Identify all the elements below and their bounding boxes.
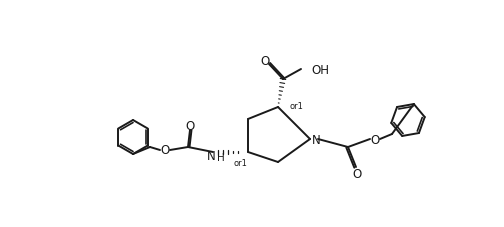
Text: H: H [217, 152, 225, 162]
Text: or1: or1 [233, 158, 247, 167]
Text: O: O [352, 167, 362, 180]
Text: OH: OH [311, 63, 329, 76]
Text: O: O [160, 144, 170, 157]
Text: or1: or1 [289, 101, 303, 110]
Text: O: O [185, 119, 195, 132]
Text: O: O [261, 54, 270, 67]
Text: O: O [370, 133, 380, 146]
Text: N: N [207, 149, 216, 162]
Text: N: N [311, 134, 321, 147]
